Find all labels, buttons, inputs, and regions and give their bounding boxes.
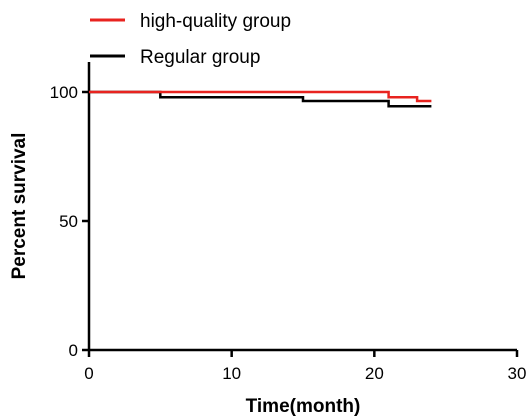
y-tick-label-50: 50 xyxy=(59,212,78,231)
x-tick-label-20: 20 xyxy=(365,364,384,383)
x-tick-label-30: 30 xyxy=(508,364,527,383)
x-tick-label-0: 0 xyxy=(84,364,93,383)
legend-label-regular: Regular group xyxy=(140,47,260,68)
y-tick-label-100: 100 xyxy=(50,83,78,102)
y-axis-title: Percent survival xyxy=(9,133,30,280)
x-tick-label-10: 10 xyxy=(222,364,241,383)
x-axis-title: Time(month) xyxy=(246,396,361,417)
series-line-regular xyxy=(89,90,432,108)
legend: high-quality group Regular group xyxy=(90,11,291,68)
y-tick-label-0: 0 xyxy=(69,341,78,360)
legend-label-high-quality: high-quality group xyxy=(140,11,291,32)
series-line-high-quality xyxy=(89,90,432,103)
axis-ticks: 0 10 20 30 0 50 100 xyxy=(50,83,527,383)
series-lines xyxy=(89,90,432,108)
